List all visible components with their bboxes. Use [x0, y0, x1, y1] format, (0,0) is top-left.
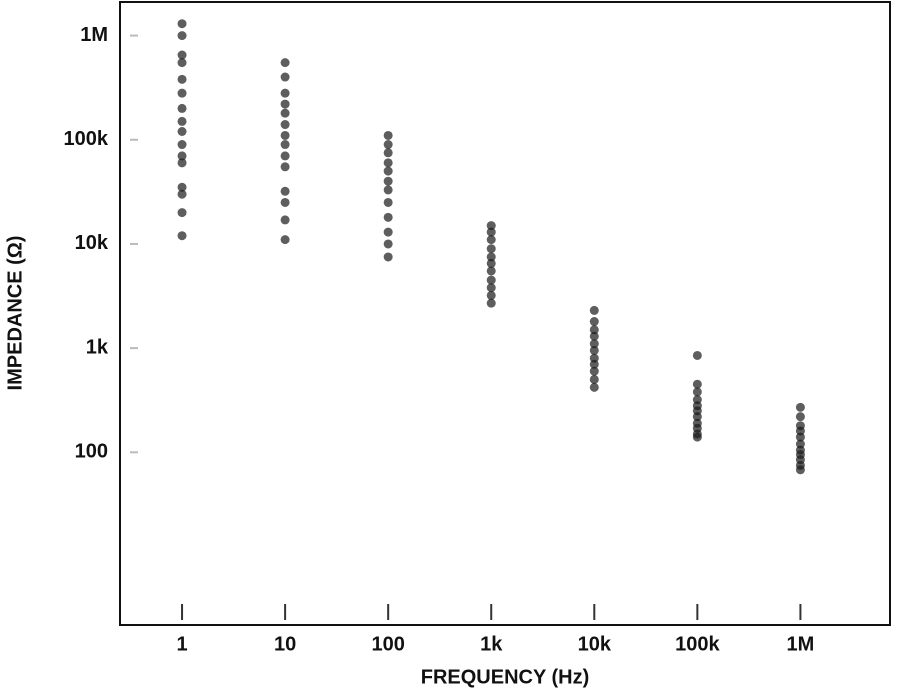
- point: [589, 325, 599, 335]
- point: [589, 359, 599, 369]
- point: [486, 258, 496, 268]
- point: [383, 227, 393, 237]
- y-tick-label: 10k: [75, 232, 109, 254]
- point: [486, 266, 496, 276]
- point: [486, 244, 496, 254]
- y-tick-label: 1M: [80, 24, 108, 46]
- point: [280, 197, 290, 207]
- point: [280, 88, 290, 98]
- x-tick-label: 10k: [578, 633, 612, 655]
- point: [177, 116, 187, 126]
- point: [177, 151, 187, 161]
- point: [280, 162, 290, 172]
- point: [692, 379, 702, 389]
- y-axis-label: IMPEDANCE (Ω): [4, 236, 26, 391]
- point: [177, 19, 187, 29]
- point: [486, 275, 496, 285]
- point: [383, 158, 393, 168]
- y-tick-label: 1k: [86, 336, 109, 358]
- point: [486, 221, 496, 231]
- point: [383, 197, 393, 207]
- point: [589, 305, 599, 315]
- point: [486, 298, 496, 308]
- point: [795, 412, 805, 422]
- point: [177, 74, 187, 84]
- point: [486, 235, 496, 245]
- point: [383, 212, 393, 222]
- point: [589, 366, 599, 376]
- point: [589, 382, 599, 392]
- point: [177, 189, 187, 199]
- point: [383, 176, 393, 186]
- point: [692, 412, 702, 422]
- point: [692, 350, 702, 360]
- point: [383, 130, 393, 140]
- point: [795, 465, 805, 475]
- point: [383, 148, 393, 158]
- point: [280, 72, 290, 82]
- point: [383, 166, 393, 176]
- point: [486, 283, 496, 293]
- point: [177, 58, 187, 68]
- point: [280, 58, 290, 68]
- y-tick-label: 100: [75, 441, 108, 463]
- point: [177, 88, 187, 98]
- point: [589, 374, 599, 384]
- point: [177, 182, 187, 192]
- point: [177, 103, 187, 113]
- point: [280, 130, 290, 140]
- x-tick-label: 100k: [675, 633, 720, 655]
- point: [177, 140, 187, 150]
- point: [177, 31, 187, 41]
- point: [589, 345, 599, 355]
- point: [383, 239, 393, 249]
- x-tick-label: 1M: [787, 633, 815, 655]
- point: [177, 50, 187, 60]
- point: [795, 432, 805, 442]
- x-tick-label: 1: [176, 633, 187, 655]
- x-tick-label: 10: [274, 633, 296, 655]
- point: [280, 186, 290, 196]
- point: [486, 227, 496, 237]
- point: [589, 317, 599, 327]
- x-tick-label: 1k: [480, 633, 503, 655]
- point: [280, 120, 290, 130]
- point: [692, 432, 702, 442]
- point: [486, 290, 496, 300]
- point: [280, 235, 290, 245]
- x-tick-label: 100: [371, 633, 404, 655]
- point: [486, 252, 496, 262]
- point: [177, 127, 187, 137]
- plot-frame: [119, 1, 891, 626]
- point: [280, 99, 290, 109]
- y-tick-label: 100k: [64, 128, 109, 150]
- point: [383, 185, 393, 195]
- x-axis-label: FREQUENCY (Hz): [421, 666, 590, 688]
- point: [177, 231, 187, 241]
- point: [280, 151, 290, 161]
- point: [692, 387, 702, 397]
- point: [383, 140, 393, 150]
- point: [280, 108, 290, 118]
- point: [795, 402, 805, 412]
- point: [280, 140, 290, 150]
- point: [177, 158, 187, 168]
- point: [589, 339, 599, 349]
- point: [383, 252, 393, 262]
- point: [280, 215, 290, 225]
- point: [177, 208, 187, 218]
- point: [589, 331, 599, 341]
